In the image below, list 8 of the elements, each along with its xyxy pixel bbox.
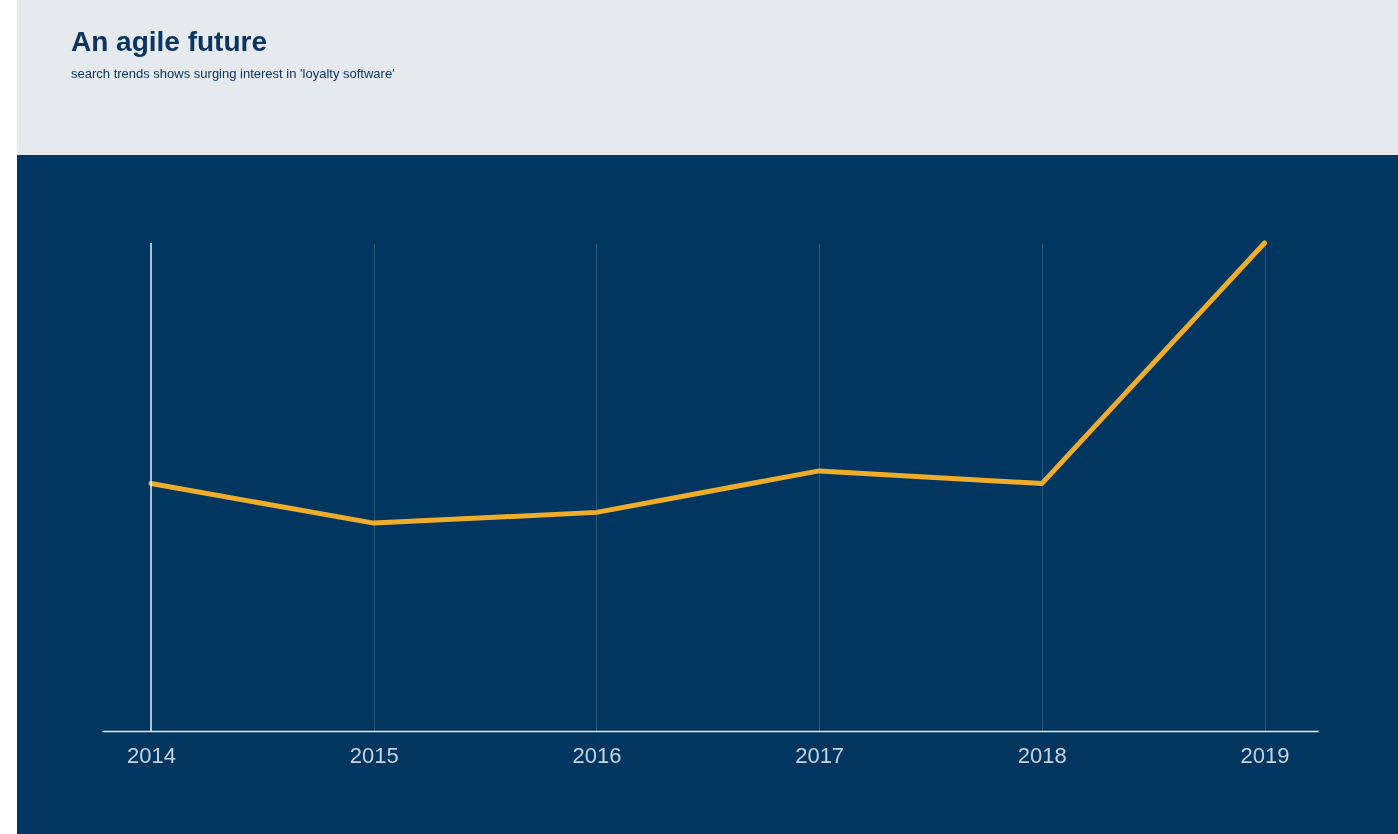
x-tick-label: 2014 bbox=[127, 742, 176, 768]
chart-subtitle: search trends shows surging interest in 'loyalty software' bbox=[71, 66, 396, 81]
chart-title: An agile future bbox=[71, 26, 268, 58]
x-tick-label: 2015 bbox=[349, 742, 399, 768]
x-tick-label: 2018 bbox=[1017, 742, 1067, 768]
x-tick-label: 2017 bbox=[795, 742, 845, 768]
x-tick-label: 2019 bbox=[1240, 742, 1290, 768]
x-tick-label: 2016 bbox=[572, 742, 622, 768]
